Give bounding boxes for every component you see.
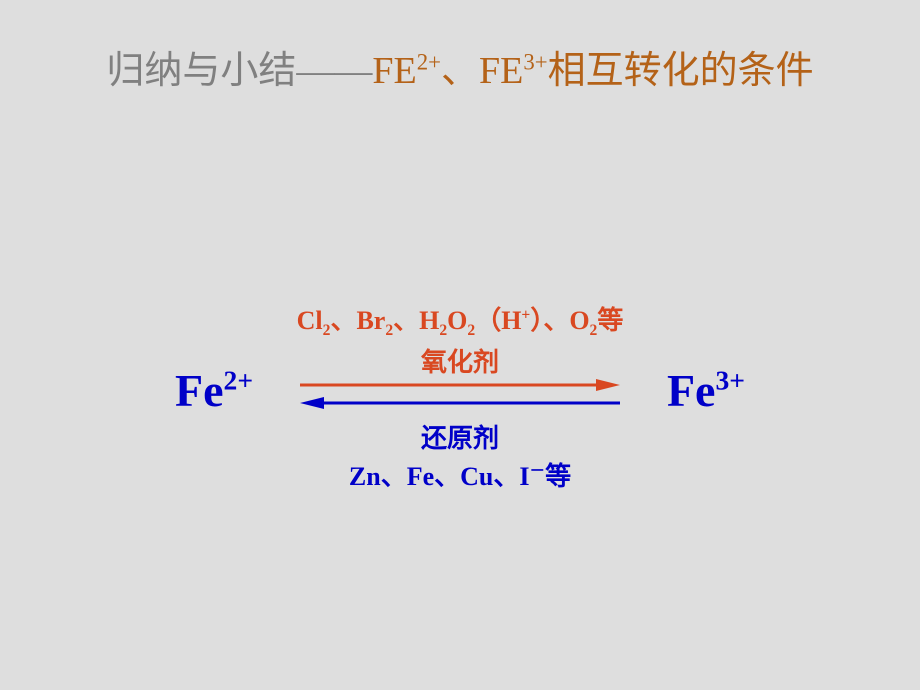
oxidizer-label: 氧化剂 [0,342,920,379]
oxidation-arrow [300,378,620,392]
fe2-ion: Fe2+ [175,364,253,417]
reduction-arrow [300,396,620,410]
title-prefix: 归纳与小结—— [106,50,372,92]
arrows [300,378,620,418]
slide-title: 归纳与小结——FE2+、FE3+相互转化的条件 [0,46,920,97]
reducer-label: 还原剂 [0,418,920,455]
reducers-list: Zn、Fe、Cu、I－等 [0,456,920,493]
title-chemistry: FE2+、FE3+相互转化的条件 [372,50,813,92]
fe3-ion: Fe3+ [667,364,745,417]
oxidizers-list: Cl2、Br2、H2O2（H+）、O2等 [0,300,920,340]
